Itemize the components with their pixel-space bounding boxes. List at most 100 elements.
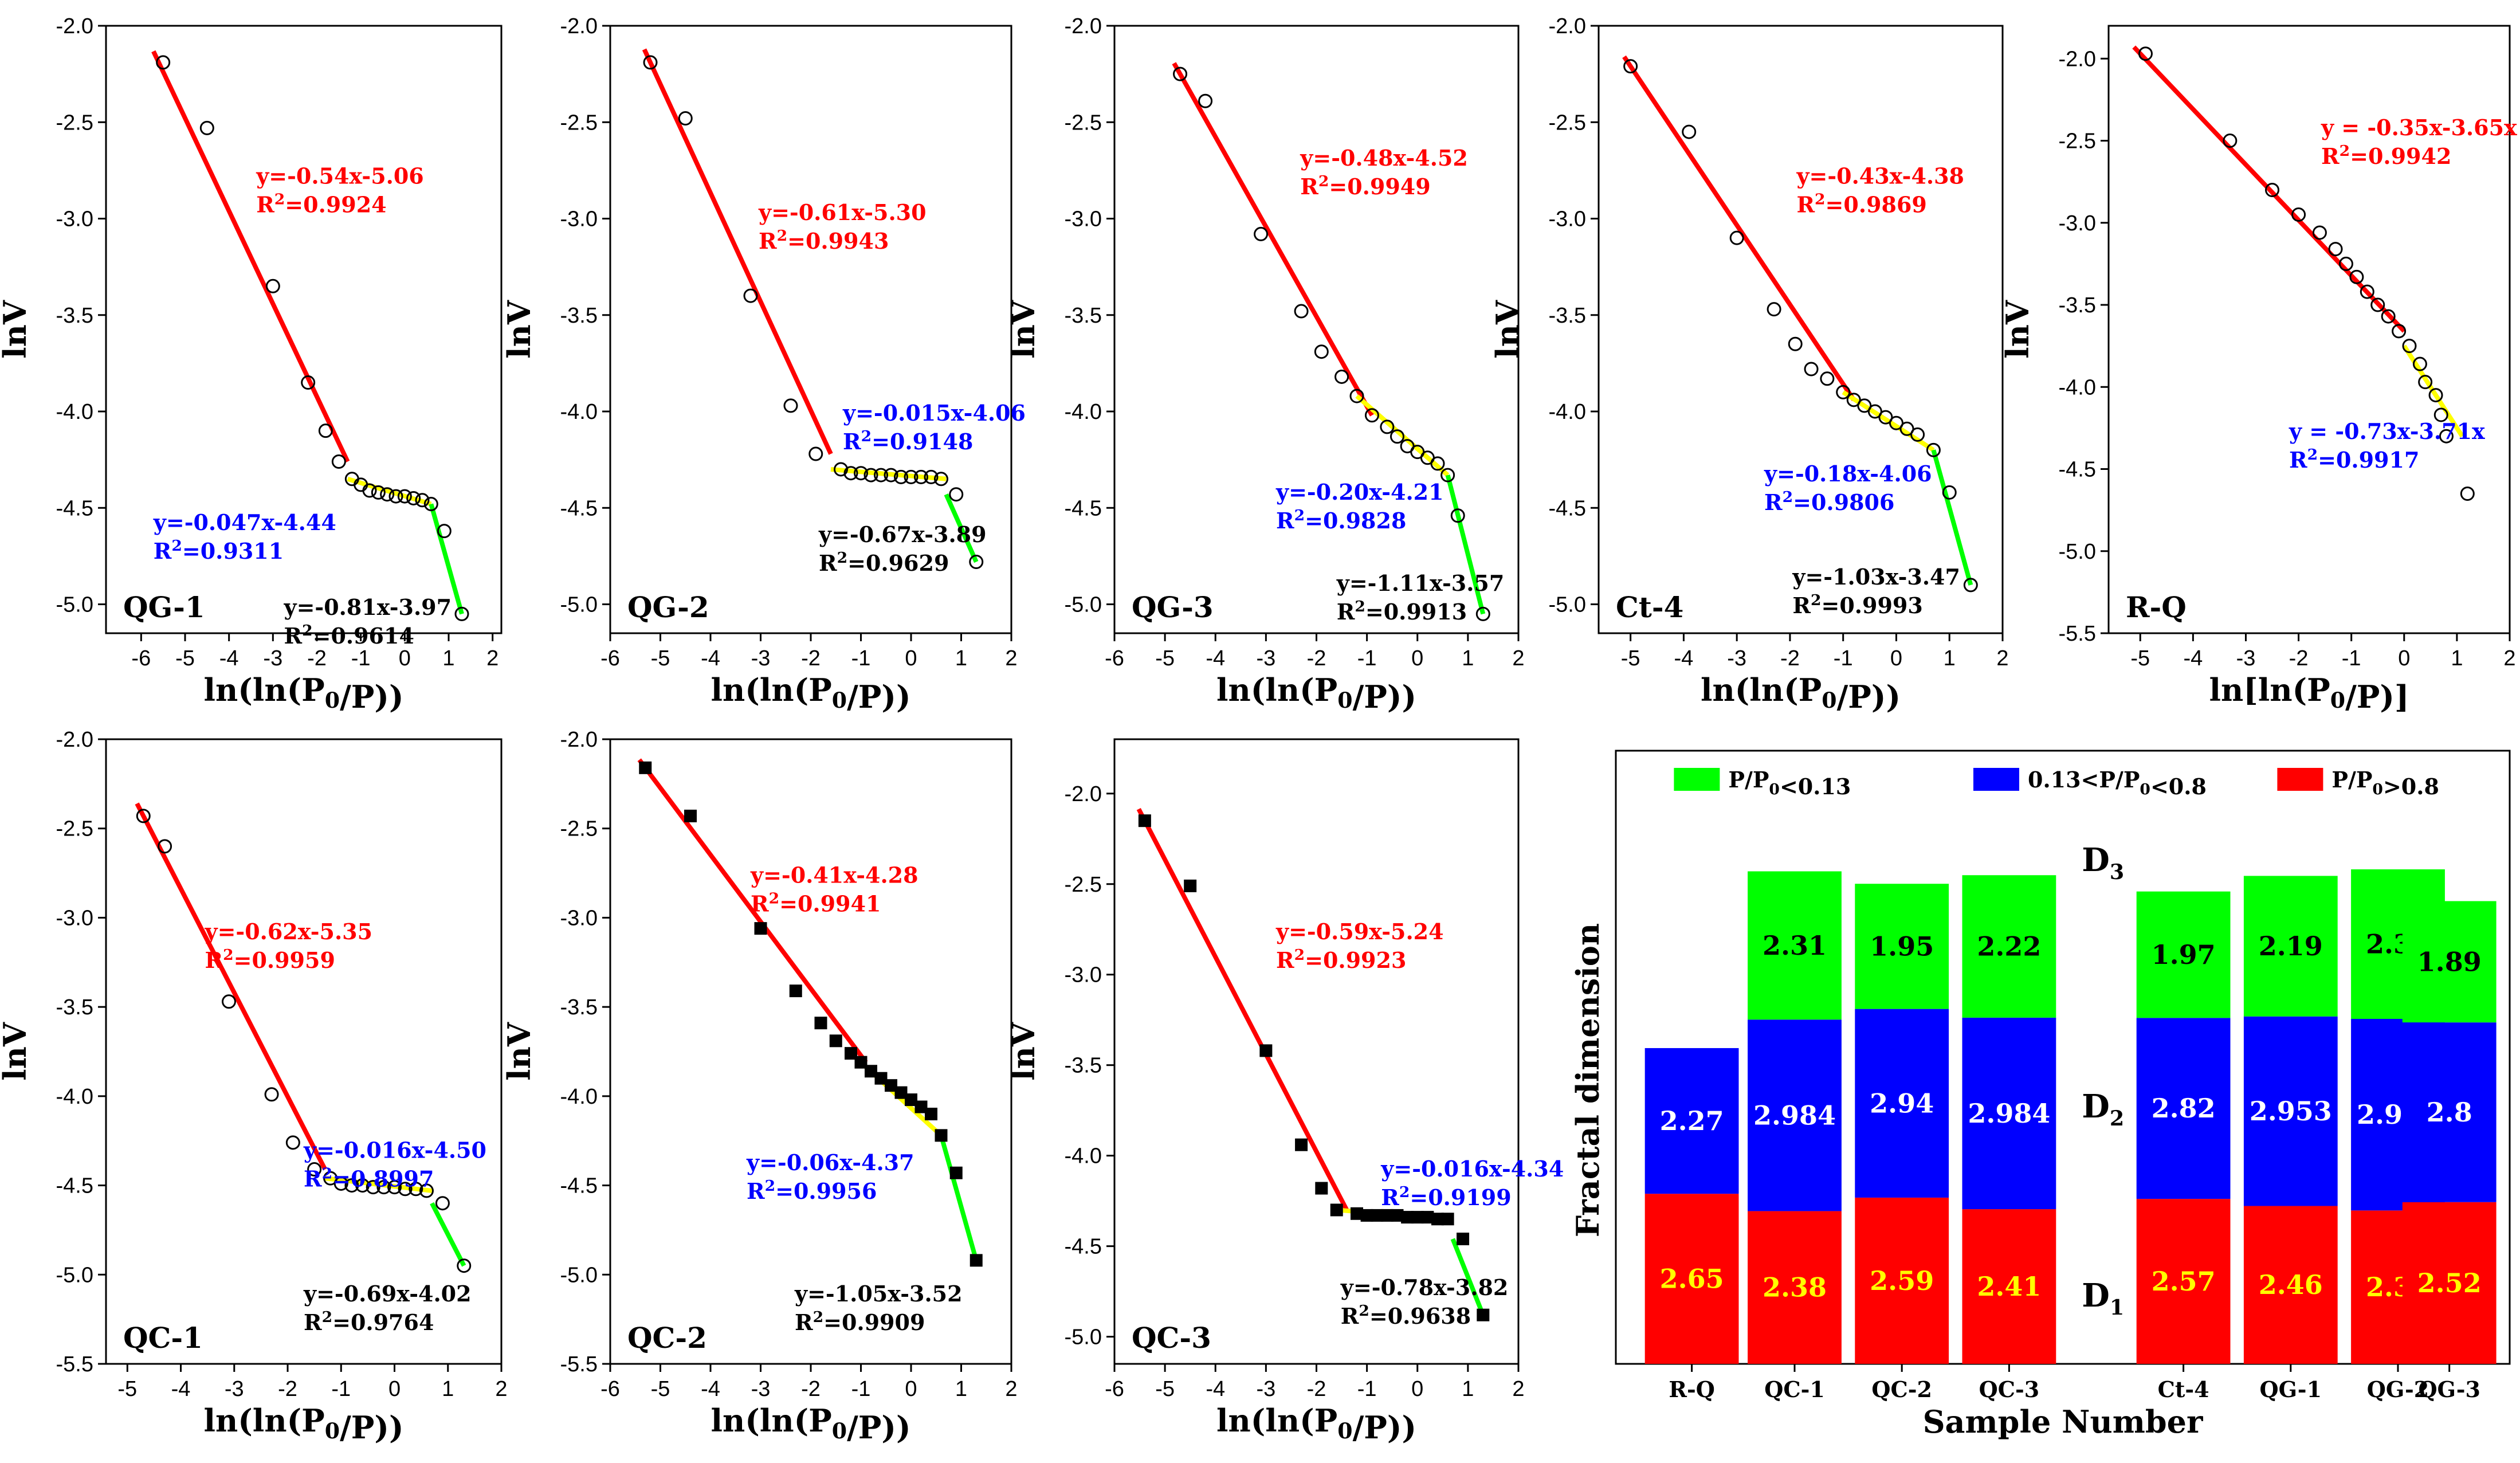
x-axis-title: ln(ln(P0/P)) — [203, 672, 403, 715]
y-tick-label: -3.0 — [2059, 211, 2096, 236]
data-point — [301, 375, 316, 390]
bar-value: 2.984 — [1968, 1098, 2050, 1129]
bar-value: 2.27 — [1660, 1105, 1724, 1136]
x-axis-title-part: ln[ln(P — [2209, 672, 2330, 708]
x-tick-label: 1 — [442, 1377, 454, 1401]
data-point — [2291, 207, 2306, 222]
fit-r2: R2=0.9638 — [1341, 1302, 1471, 1329]
data-point — [874, 468, 888, 483]
panel-Ct-4: -5 -4 -3 -2 -1 0 1 2 -2.0 -2.5 -3.0 -3.5 -4.0 -4.5 -5.… — [1489, 14, 2009, 715]
fit-equation: y=-0.78x-3.82 — [1340, 1274, 1509, 1300]
r2-value: =0.9993 — [1822, 593, 1923, 618]
bar-D1 — [1855, 1197, 1949, 1364]
r2-sup: 2 — [1318, 172, 1329, 190]
data-point — [285, 1135, 300, 1150]
x-tick-label: -6 — [1105, 646, 1124, 670]
x-axis-title-sub: 0 — [325, 1418, 340, 1444]
x-tick-label: -2 — [1307, 646, 1326, 670]
y-axis-title: Fractal dimension — [1569, 923, 1606, 1237]
data-point — [843, 466, 858, 481]
data-point — [949, 1166, 963, 1179]
r2-sup: 2 — [223, 946, 234, 964]
y-tick-label: -5.0 — [560, 1263, 598, 1287]
y-tick-label: -4.5 — [1065, 1235, 1102, 1259]
data-point — [1878, 410, 1893, 425]
x-tick-label: -2 — [1307, 1377, 1326, 1401]
plot-frame — [609, 738, 1012, 1365]
data-point — [1836, 385, 1851, 399]
x-axis-title-part: ln(ln(P — [711, 672, 831, 708]
r2-sup: 2 — [274, 191, 285, 209]
bar-D2 — [1748, 1019, 1842, 1211]
fit-equation: y=-1.05x-3.52 — [794, 1281, 963, 1307]
x-tick-label: -2 — [278, 1377, 297, 1401]
r2-sup: 2 — [1815, 191, 1826, 209]
plot-frame — [1113, 25, 1520, 634]
r2-sup: 2 — [765, 1177, 776, 1195]
fit-equation: y=-0.016x-4.50 — [303, 1137, 486, 1163]
legend-label-part: <0.8 — [2150, 774, 2207, 799]
fit-equation: y=-1.03x-3.47 — [1792, 564, 1960, 590]
data-point — [814, 1017, 827, 1030]
data-point — [333, 1176, 348, 1191]
row-label-D: D — [2082, 841, 2110, 879]
data-point — [834, 462, 848, 477]
x-tick-label: -4 — [701, 646, 720, 670]
data-point — [380, 487, 395, 502]
sample-label: QG-2 — [627, 590, 709, 624]
data-point — [1450, 508, 1465, 523]
data-point — [1349, 389, 1364, 403]
y-tick-label: -3.5 — [1065, 304, 1102, 328]
data-point — [435, 1196, 450, 1211]
y-tick-label: -3.5 — [1549, 304, 1586, 328]
fit-line — [1136, 807, 1349, 1211]
fit-r2: R2=0.9764 — [304, 1308, 434, 1335]
x-axis-title-sub: 0 — [832, 1418, 847, 1444]
bar-value: 2.19 — [2259, 931, 2323, 962]
bar-D3 — [1962, 875, 2056, 1018]
x-axis-title-sub: 0 — [325, 688, 340, 713]
data-point — [1457, 1233, 1470, 1245]
x-tick-label: -3 — [1256, 646, 1275, 670]
y-tick-label: -2.0 — [1549, 14, 1586, 38]
fit-r2: R2=0.9199 — [1381, 1183, 1511, 1210]
x-tick-label: 2 — [1996, 646, 2008, 670]
r2-value: =0.9941 — [779, 891, 881, 917]
x-tick-label: -1 — [1357, 1377, 1377, 1401]
r2-R: R — [819, 550, 837, 576]
fit-line — [637, 758, 868, 1064]
fit-r2: R2=0.9311 — [154, 537, 284, 564]
y-tick-label: -4.0 — [1549, 400, 1586, 424]
fit-line — [347, 476, 432, 507]
r2-R: R — [1381, 1184, 1399, 1210]
x-tick-label: -6 — [1105, 1377, 1124, 1401]
bar-value: 1.89 — [2417, 946, 2482, 977]
plot-frame — [1113, 738, 1520, 1365]
legend-label-part: 0.13<P/P — [2028, 767, 2140, 793]
data-point — [808, 446, 823, 461]
data-point — [1926, 442, 1941, 457]
y-tick-label: -3.0 — [56, 207, 93, 232]
bar-D3 — [1748, 871, 1842, 1020]
bar-D2 — [2243, 1016, 2338, 1206]
data-point — [1477, 1308, 1490, 1321]
data-point — [1295, 1138, 1308, 1151]
y-tick-label: -2.5 — [1549, 111, 1586, 135]
x-tick-label: -6 — [600, 646, 620, 670]
fit-line — [151, 50, 350, 463]
r2-sup: 2 — [1399, 1183, 1410, 1201]
bar-value: 2.82 — [2152, 1093, 2216, 1124]
data-point — [2265, 182, 2280, 197]
data-point — [969, 554, 984, 569]
r2-sup: 2 — [171, 537, 182, 555]
y-tick-label: -4.0 — [56, 1085, 93, 1109]
bar-value: 2.984 — [1753, 1100, 1836, 1131]
x-axis-title-sub: 0 — [832, 688, 847, 713]
r2-R: R — [751, 891, 769, 917]
data-point — [1820, 371, 1835, 386]
data-point — [156, 55, 171, 70]
fit-r2: R2=0.9909 — [795, 1308, 925, 1335]
data-point — [643, 55, 658, 70]
fit-r2: R2=0.9148 — [843, 427, 973, 454]
fit-r2: R2=0.8997 — [304, 1164, 434, 1191]
